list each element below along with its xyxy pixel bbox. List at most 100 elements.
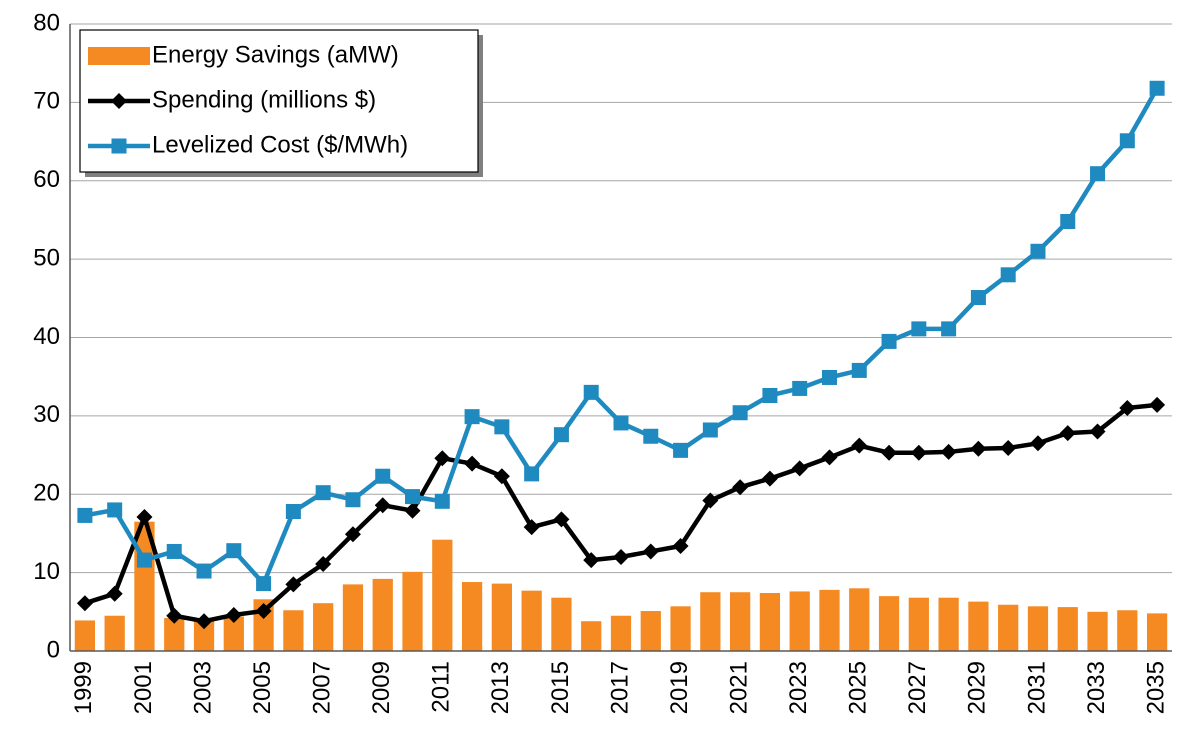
- marker: [941, 321, 957, 337]
- x-tick-label: 1999: [70, 661, 97, 714]
- marker: [136, 552, 152, 568]
- marker: [225, 606, 242, 623]
- x-tick-label: 2023: [785, 661, 812, 714]
- bar: [849, 588, 870, 651]
- y-tick-label: 0: [47, 636, 60, 663]
- x-tick-label: 2019: [666, 661, 693, 714]
- marker: [642, 543, 659, 560]
- bar: [908, 597, 929, 651]
- marker: [702, 422, 718, 438]
- marker: [345, 492, 361, 508]
- marker: [494, 419, 510, 435]
- marker: [1119, 133, 1135, 149]
- marker: [613, 415, 629, 431]
- marker: [553, 427, 569, 443]
- marker: [255, 603, 272, 620]
- bar: [640, 611, 661, 651]
- x-tick-label: 2021: [725, 661, 752, 714]
- marker: [970, 290, 986, 306]
- bar: [521, 590, 542, 651]
- bar: [74, 620, 96, 651]
- bar: [730, 592, 751, 651]
- y-tick-label: 80: [33, 9, 60, 36]
- marker: [970, 440, 987, 457]
- bar: [551, 597, 572, 651]
- bar: [461, 582, 483, 651]
- bar: [432, 539, 453, 651]
- marker: [613, 548, 629, 565]
- x-tick-label: 2007: [309, 661, 336, 714]
- marker: [1030, 243, 1046, 259]
- marker: [643, 428, 659, 444]
- marker: [881, 444, 898, 461]
- bar: [491, 583, 512, 651]
- x-tick-label: 2011: [428, 661, 455, 713]
- marker: [196, 613, 213, 630]
- legend-swatch: [88, 47, 150, 65]
- bar: [878, 596, 900, 651]
- bar: [283, 610, 304, 651]
- y-tick-label: 10: [33, 558, 60, 585]
- marker: [434, 450, 451, 467]
- marker: [166, 543, 182, 559]
- bar: [193, 621, 215, 651]
- marker: [77, 507, 93, 523]
- marker: [821, 449, 838, 466]
- marker: [405, 489, 421, 505]
- bar: [670, 606, 691, 651]
- y-tick-label: 30: [33, 401, 60, 428]
- x-tick-label: 2015: [547, 661, 574, 714]
- marker: [523, 519, 540, 536]
- x-tick-label: 2029: [964, 661, 991, 714]
- legend-marker: [111, 93, 127, 109]
- marker: [374, 497, 391, 514]
- marker: [940, 443, 957, 460]
- marker: [136, 508, 153, 525]
- marker: [732, 405, 748, 421]
- bar: [700, 592, 721, 651]
- bar: [313, 603, 334, 651]
- legend-marker: [111, 138, 127, 154]
- bar: [164, 618, 185, 651]
- marker: [434, 493, 450, 509]
- bar: [1146, 613, 1168, 651]
- marker: [315, 485, 331, 501]
- x-tick-label: 2031: [1023, 661, 1050, 714]
- marker: [881, 333, 897, 349]
- legend-label: Levelized Cost ($/MWh): [152, 131, 408, 158]
- marker: [761, 470, 778, 487]
- marker: [1090, 166, 1106, 182]
- x-tick-label: 2033: [1083, 661, 1110, 714]
- marker: [226, 543, 242, 559]
- bar: [372, 578, 393, 651]
- marker: [166, 607, 183, 624]
- marker: [344, 526, 361, 543]
- x-tick-label: 2009: [368, 661, 395, 714]
- marker: [1000, 267, 1016, 283]
- x-tick-label: 2003: [189, 661, 216, 714]
- marker: [673, 442, 689, 458]
- marker: [285, 503, 301, 519]
- marker: [404, 502, 421, 519]
- marker: [315, 556, 332, 573]
- bar: [759, 593, 781, 651]
- marker: [1119, 400, 1136, 417]
- marker: [1149, 80, 1165, 96]
- marker: [821, 369, 837, 385]
- marker: [375, 468, 391, 484]
- marker: [106, 585, 123, 602]
- marker: [1000, 440, 1017, 457]
- marker: [1060, 214, 1076, 230]
- bar: [610, 615, 632, 651]
- marker: [1149, 396, 1166, 413]
- marker: [702, 492, 719, 509]
- bar: [342, 584, 364, 651]
- bar: [1087, 611, 1108, 651]
- marker: [910, 444, 927, 461]
- y-tick-label: 20: [33, 480, 60, 507]
- line: [84, 402, 1158, 624]
- x-tick-label: 2035: [1142, 661, 1169, 714]
- bar: [998, 604, 1019, 651]
- bar: [968, 601, 989, 651]
